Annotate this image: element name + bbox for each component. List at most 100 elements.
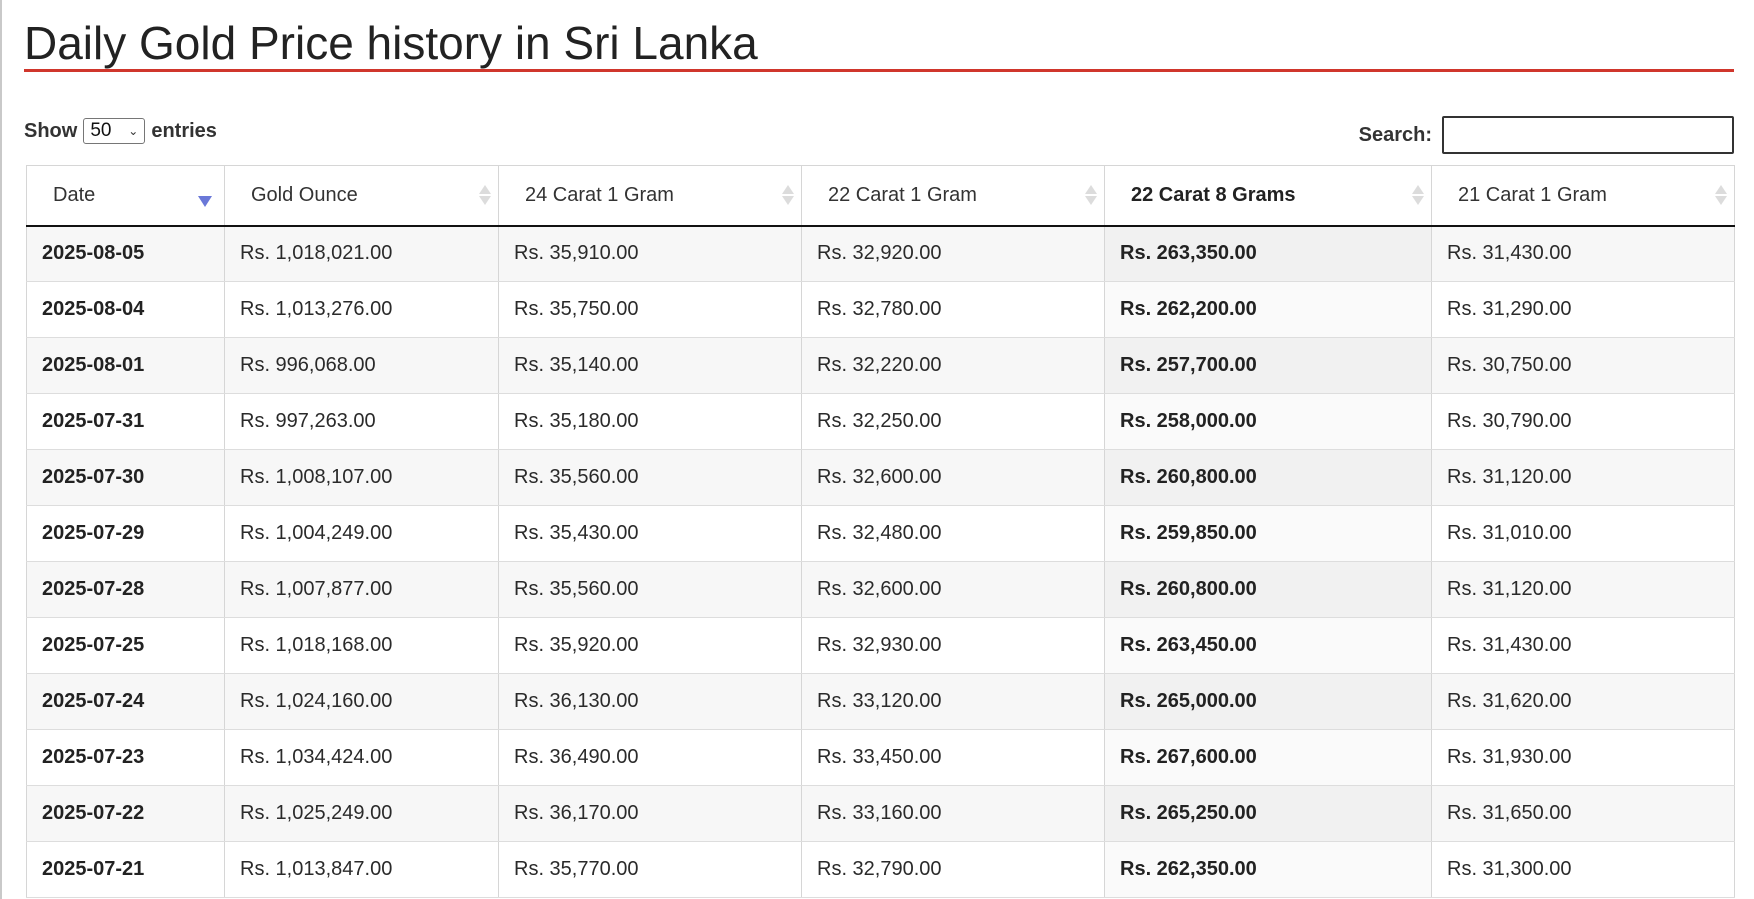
column-header-label: Gold Ounce bbox=[251, 183, 358, 206]
carat24-1g-cell: Rs. 36,170.00 bbox=[498, 785, 802, 842]
gold-ounce-cell: Rs. 1,018,168.00 bbox=[224, 617, 499, 674]
date-cell: 2025-07-30 bbox=[26, 449, 225, 506]
column-header-label: 22 Carat 8 Grams bbox=[1131, 183, 1296, 206]
date-cell: 2025-07-24 bbox=[26, 673, 225, 730]
carat21-1g-cell: Rs. 30,790.00 bbox=[1431, 393, 1735, 450]
sort-icon bbox=[1411, 182, 1425, 208]
sort-icon bbox=[1714, 182, 1728, 208]
carat22-1g-cell: Rs. 32,600.00 bbox=[801, 449, 1105, 506]
table-row: 2025-07-28 Rs. 1,007,877.00 Rs. 35,560.0… bbox=[26, 561, 1735, 618]
carat22-1g-cell: Rs. 32,600.00 bbox=[801, 561, 1105, 618]
carat24-1g-cell: Rs. 35,770.00 bbox=[498, 841, 802, 898]
column-header-22-carat-1-gram[interactable]: 22 Carat 1 Gram bbox=[801, 165, 1105, 227]
gold-ounce-cell: Rs. 1,013,847.00 bbox=[224, 841, 499, 898]
column-header-22-carat-8-grams[interactable]: 22 Carat 8 Grams bbox=[1104, 165, 1432, 227]
carat22-8g-cell: Rs. 262,350.00 bbox=[1104, 841, 1432, 898]
table-row: 2025-07-31 Rs. 997,263.00 Rs. 35,180.00 … bbox=[26, 393, 1735, 450]
carat24-1g-cell: Rs. 35,750.00 bbox=[498, 281, 802, 338]
gold-price-table: Date Gold Ounce 24 Carat 1 Gram 22 Carat… bbox=[26, 165, 1735, 898]
carat24-1g-cell: Rs. 35,560.00 bbox=[498, 449, 802, 506]
gold-ounce-cell: Rs. 1,025,249.00 bbox=[224, 785, 499, 842]
carat21-1g-cell: Rs. 31,430.00 bbox=[1431, 617, 1735, 674]
carat22-8g-cell: Rs. 265,000.00 bbox=[1104, 673, 1432, 730]
date-cell: 2025-07-31 bbox=[26, 393, 225, 450]
carat22-8g-cell: Rs. 267,600.00 bbox=[1104, 729, 1432, 786]
carat22-1g-cell: Rs. 32,480.00 bbox=[801, 505, 1105, 562]
search-input[interactable] bbox=[1442, 116, 1734, 154]
carat22-1g-cell: Rs. 32,790.00 bbox=[801, 841, 1105, 898]
table-row: 2025-08-05 Rs. 1,018,021.00 Rs. 35,910.0… bbox=[26, 225, 1735, 282]
date-cell: 2025-07-22 bbox=[26, 785, 225, 842]
gold-ounce-cell: Rs. 1,024,160.00 bbox=[224, 673, 499, 730]
gold-ounce-cell: Rs. 997,263.00 bbox=[224, 393, 499, 450]
carat22-1g-cell: Rs. 32,250.00 bbox=[801, 393, 1105, 450]
column-header-label: 21 Carat 1 Gram bbox=[1458, 183, 1607, 206]
carat22-1g-cell: Rs. 33,450.00 bbox=[801, 729, 1105, 786]
carat22-8g-cell: Rs. 258,000.00 bbox=[1104, 393, 1432, 450]
carat21-1g-cell: Rs. 31,650.00 bbox=[1431, 785, 1735, 842]
title-underline bbox=[24, 69, 1734, 72]
date-cell: 2025-07-25 bbox=[26, 617, 225, 674]
table-row: 2025-07-23 Rs. 1,034,424.00 Rs. 36,490.0… bbox=[26, 729, 1735, 786]
carat21-1g-cell: Rs. 31,300.00 bbox=[1431, 841, 1735, 898]
carat22-8g-cell: Rs. 259,850.00 bbox=[1104, 505, 1432, 562]
date-cell: 2025-07-23 bbox=[26, 729, 225, 786]
column-header-24-carat-1-gram[interactable]: 24 Carat 1 Gram bbox=[498, 165, 802, 227]
carat22-8g-cell: Rs. 260,800.00 bbox=[1104, 449, 1432, 506]
date-cell: 2025-07-29 bbox=[26, 505, 225, 562]
gold-ounce-cell: Rs. 996,068.00 bbox=[224, 337, 499, 394]
table-row: 2025-08-04 Rs. 1,013,276.00 Rs. 35,750.0… bbox=[26, 281, 1735, 338]
column-header-21-carat-1-gram[interactable]: 21 Carat 1 Gram bbox=[1431, 165, 1735, 227]
table-header-row: Date Gold Ounce 24 Carat 1 Gram 22 Carat… bbox=[26, 165, 1735, 227]
entries-select[interactable]: 50 ⌄ bbox=[83, 118, 146, 144]
carat22-1g-cell: Rs. 32,920.00 bbox=[801, 225, 1105, 282]
table-row: 2025-07-29 Rs. 1,004,249.00 Rs. 35,430.0… bbox=[26, 505, 1735, 562]
table-row: 2025-07-30 Rs. 1,008,107.00 Rs. 35,560.0… bbox=[26, 449, 1735, 506]
column-header-label: 24 Carat 1 Gram bbox=[525, 183, 674, 206]
date-cell: 2025-08-01 bbox=[26, 337, 225, 394]
table-row: 2025-07-22 Rs. 1,025,249.00 Rs. 36,170.0… bbox=[26, 785, 1735, 842]
carat24-1g-cell: Rs. 36,490.00 bbox=[498, 729, 802, 786]
sort-descending-icon bbox=[198, 195, 212, 207]
carat24-1g-cell: Rs. 35,180.00 bbox=[498, 393, 802, 450]
sort-icon bbox=[1084, 182, 1098, 208]
show-label: Show bbox=[24, 119, 78, 142]
carat21-1g-cell: Rs. 31,620.00 bbox=[1431, 673, 1735, 730]
carat22-8g-cell: Rs. 260,800.00 bbox=[1104, 561, 1432, 618]
gold-ounce-cell: Rs. 1,008,107.00 bbox=[224, 449, 499, 506]
carat21-1g-cell: Rs. 31,120.00 bbox=[1431, 449, 1735, 506]
column-header-date[interactable]: Date bbox=[26, 165, 225, 227]
carat24-1g-cell: Rs. 35,430.00 bbox=[498, 505, 802, 562]
column-header-gold-ounce[interactable]: Gold Ounce bbox=[224, 165, 499, 227]
carat21-1g-cell: Rs. 31,120.00 bbox=[1431, 561, 1735, 618]
carat21-1g-cell: Rs. 31,290.00 bbox=[1431, 281, 1735, 338]
carat24-1g-cell: Rs. 35,910.00 bbox=[498, 225, 802, 282]
date-cell: 2025-08-04 bbox=[26, 281, 225, 338]
gold-ounce-cell: Rs. 1,013,276.00 bbox=[224, 281, 499, 338]
carat22-8g-cell: Rs. 265,250.00 bbox=[1104, 785, 1432, 842]
carat24-1g-cell: Rs. 36,130.00 bbox=[498, 673, 802, 730]
table-row: 2025-07-21 Rs. 1,013,847.00 Rs. 35,770.0… bbox=[26, 841, 1735, 898]
carat22-8g-cell: Rs. 257,700.00 bbox=[1104, 337, 1432, 394]
gold-ounce-cell: Rs. 1,007,877.00 bbox=[224, 561, 499, 618]
entries-label: entries bbox=[151, 119, 217, 142]
entries-select-value: 50 bbox=[90, 120, 112, 141]
carat22-1g-cell: Rs. 32,220.00 bbox=[801, 337, 1105, 394]
carat21-1g-cell: Rs. 30,750.00 bbox=[1431, 337, 1735, 394]
gold-ounce-cell: Rs. 1,034,424.00 bbox=[224, 729, 499, 786]
carat21-1g-cell: Rs. 31,430.00 bbox=[1431, 225, 1735, 282]
left-border bbox=[0, 0, 2, 899]
column-header-label: 22 Carat 1 Gram bbox=[828, 183, 977, 206]
carat24-1g-cell: Rs. 35,920.00 bbox=[498, 617, 802, 674]
gold-ounce-cell: Rs. 1,018,021.00 bbox=[224, 225, 499, 282]
date-cell: 2025-07-28 bbox=[26, 561, 225, 618]
carat22-8g-cell: Rs. 263,450.00 bbox=[1104, 617, 1432, 674]
carat22-1g-cell: Rs. 32,930.00 bbox=[801, 617, 1105, 674]
entries-length-control: Show 50 ⌄ entries bbox=[24, 118, 217, 144]
carat21-1g-cell: Rs. 31,010.00 bbox=[1431, 505, 1735, 562]
table-row: 2025-08-01 Rs. 996,068.00 Rs. 35,140.00 … bbox=[26, 337, 1735, 394]
page-title: Daily Gold Price history in Sri Lanka bbox=[24, 17, 758, 69]
column-header-label: Date bbox=[53, 183, 96, 206]
carat21-1g-cell: Rs. 31,930.00 bbox=[1431, 729, 1735, 786]
